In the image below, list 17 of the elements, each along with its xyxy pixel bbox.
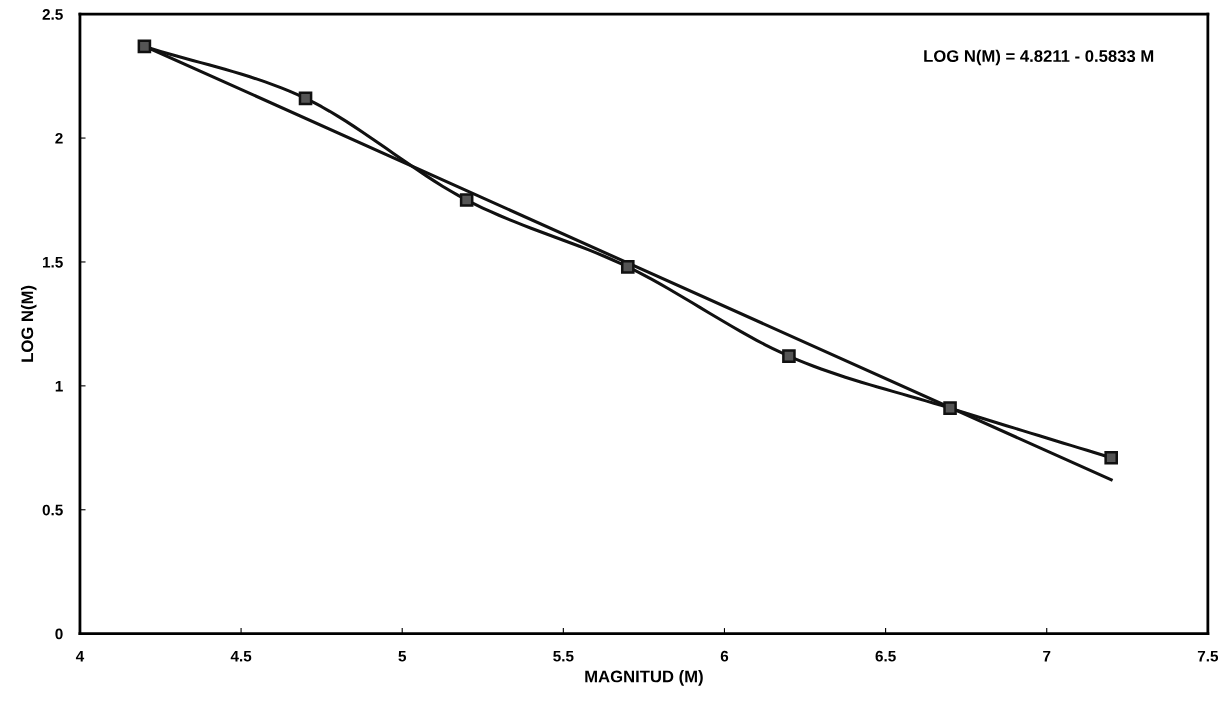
x-tick-label: 7.5 — [1197, 650, 1219, 662]
x-tick-label: 4.5 — [230, 650, 252, 662]
x-tick-label: 6 — [720, 650, 729, 662]
y-tick-label: 0.5 — [42, 504, 63, 516]
y-axis-title: LOG N(M) — [20, 285, 37, 362]
y-tick-label: 0 — [55, 628, 63, 640]
annotation: LOG N(M) = 4.8211 - 0.5833 M — [924, 49, 1154, 66]
y-tick-label: 2 — [55, 132, 63, 144]
x-tick-label: 5.5 — [553, 650, 574, 662]
x-tick-label: 5 — [398, 650, 407, 662]
x-tick-label: 4 — [75, 650, 85, 662]
x-tick-label: 6.5 — [875, 650, 896, 662]
x-tick-label: 7 — [1043, 650, 1051, 662]
x-axis-title: MAGNITUD (M) — [585, 670, 703, 686]
y-tick-label: 2.5 — [42, 9, 63, 20]
y-tick-label: 1.5 — [43, 256, 63, 268]
y-tick-label: 1 — [55, 380, 63, 392]
